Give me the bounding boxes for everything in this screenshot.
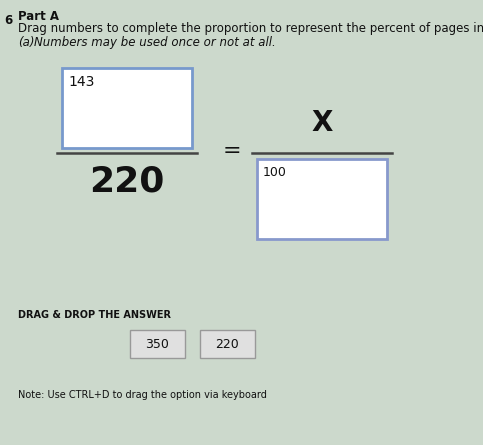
Text: DRAG & DROP THE ANSWER: DRAG & DROP THE ANSWER bbox=[18, 310, 171, 320]
Text: Drag numbers to complete the proportion to represent the percent of pages in the: Drag numbers to complete the proportion … bbox=[18, 22, 483, 35]
FancyBboxPatch shape bbox=[62, 68, 192, 148]
Text: 143: 143 bbox=[68, 75, 94, 89]
FancyBboxPatch shape bbox=[257, 159, 387, 239]
Text: 350: 350 bbox=[145, 337, 170, 351]
Text: 6: 6 bbox=[4, 14, 12, 27]
FancyBboxPatch shape bbox=[200, 330, 255, 358]
Text: 220: 220 bbox=[215, 337, 240, 351]
Text: Part A: Part A bbox=[18, 10, 59, 23]
Text: 100: 100 bbox=[263, 166, 287, 179]
FancyBboxPatch shape bbox=[130, 330, 185, 358]
Text: X: X bbox=[312, 109, 333, 137]
Text: (a): (a) bbox=[18, 36, 34, 49]
Text: =: = bbox=[223, 141, 242, 161]
Text: Note: Use CTRL+D to drag the option via keyboard: Note: Use CTRL+D to drag the option via … bbox=[18, 390, 267, 400]
Text: 220: 220 bbox=[89, 165, 165, 199]
Text: Numbers may be used once or not at all.: Numbers may be used once or not at all. bbox=[34, 36, 276, 49]
